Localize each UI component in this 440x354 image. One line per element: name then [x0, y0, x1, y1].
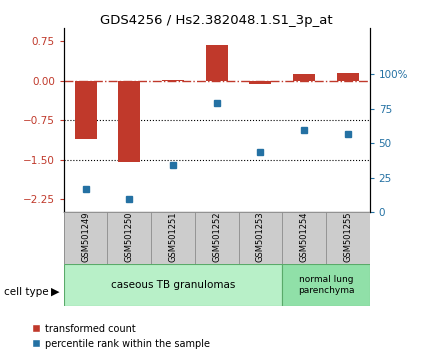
Text: GSM501250: GSM501250: [125, 212, 134, 262]
FancyBboxPatch shape: [282, 264, 370, 306]
Bar: [162, 80, 184, 81]
FancyBboxPatch shape: [64, 212, 370, 264]
Text: GSM501255: GSM501255: [343, 212, 352, 262]
FancyBboxPatch shape: [326, 212, 370, 264]
FancyBboxPatch shape: [64, 212, 107, 264]
Text: GSM501252: GSM501252: [212, 212, 221, 262]
FancyBboxPatch shape: [195, 212, 238, 264]
FancyBboxPatch shape: [238, 212, 282, 264]
FancyBboxPatch shape: [282, 212, 326, 264]
Text: cell type: cell type: [4, 287, 49, 297]
Bar: [337, 73, 359, 81]
Text: GSM501254: GSM501254: [300, 212, 308, 262]
Bar: [118, 81, 140, 162]
FancyBboxPatch shape: [107, 212, 151, 264]
Bar: [206, 45, 227, 81]
Text: GSM501249: GSM501249: [81, 212, 90, 262]
Legend: transformed count, percentile rank within the sample: transformed count, percentile rank withi…: [27, 320, 214, 353]
Title: GDS4256 / Hs2.382048.1.S1_3p_at: GDS4256 / Hs2.382048.1.S1_3p_at: [100, 14, 333, 27]
Bar: [249, 81, 271, 84]
FancyBboxPatch shape: [151, 212, 195, 264]
Text: ▶: ▶: [51, 287, 59, 297]
FancyBboxPatch shape: [64, 264, 282, 306]
Bar: [293, 74, 315, 81]
Bar: [75, 81, 96, 139]
Text: caseous TB granulomas: caseous TB granulomas: [111, 280, 235, 290]
Text: GSM501253: GSM501253: [256, 212, 265, 262]
Text: normal lung
parenchyma: normal lung parenchyma: [298, 275, 354, 295]
Text: GSM501251: GSM501251: [169, 212, 177, 262]
